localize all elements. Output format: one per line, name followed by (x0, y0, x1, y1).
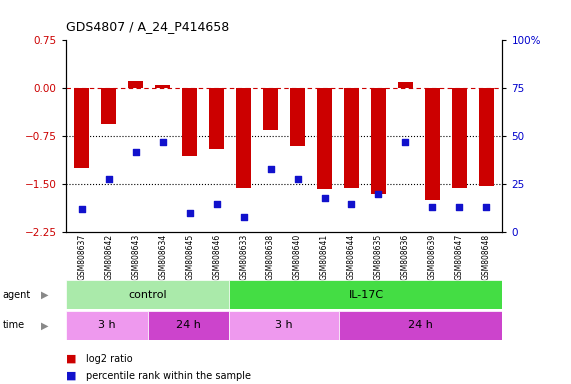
Point (131, 149, 140, 155)
Text: GSM808645: GSM808645 (185, 234, 194, 280)
Text: agent: agent (3, 290, 31, 300)
Text: GSM808647: GSM808647 (455, 234, 464, 280)
Bar (371, 88, 386, 194)
Bar (452, 88, 467, 187)
Bar (66, 280, 230, 309)
Point (239, 214, 248, 220)
Text: 24 h: 24 h (176, 320, 201, 331)
Bar (230, 280, 502, 309)
Bar (317, 88, 332, 189)
Bar (290, 88, 305, 146)
Bar (66, 311, 147, 340)
Bar (398, 82, 413, 88)
Text: GSM808644: GSM808644 (347, 234, 356, 280)
Text: GSM808641: GSM808641 (320, 234, 329, 280)
Bar (344, 88, 359, 187)
Bar (425, 88, 440, 200)
Point (293, 175, 302, 182)
Text: GSM808639: GSM808639 (428, 234, 437, 280)
Text: ▶: ▶ (41, 290, 49, 300)
Text: 3 h: 3 h (98, 320, 115, 331)
Point (374, 191, 383, 197)
Bar (209, 88, 224, 149)
Point (77, 206, 86, 212)
Text: GSM808634: GSM808634 (158, 234, 167, 280)
Bar (182, 88, 197, 156)
Point (320, 195, 329, 201)
Bar (155, 85, 170, 88)
Bar (102, 88, 116, 124)
Point (266, 166, 275, 172)
Text: GSM808637: GSM808637 (77, 234, 86, 280)
Point (212, 200, 221, 207)
Bar (230, 311, 339, 340)
Text: GSM808646: GSM808646 (212, 234, 221, 280)
Text: 3 h: 3 h (275, 320, 293, 331)
Bar (339, 311, 502, 340)
Text: GSM808643: GSM808643 (131, 234, 140, 280)
Text: GSM808633: GSM808633 (239, 234, 248, 280)
Point (455, 204, 464, 210)
Text: IL-17C: IL-17C (348, 290, 384, 300)
Bar (263, 88, 278, 130)
Text: log2 ratio: log2 ratio (86, 354, 132, 364)
Point (428, 204, 437, 210)
Bar (479, 88, 494, 186)
Bar (236, 88, 251, 187)
Text: percentile rank within the sample: percentile rank within the sample (86, 371, 251, 381)
Point (347, 200, 356, 207)
Point (158, 139, 167, 145)
Point (185, 210, 194, 216)
Bar (147, 311, 230, 340)
Text: GSM808638: GSM808638 (266, 234, 275, 280)
Text: GSM808640: GSM808640 (293, 234, 302, 280)
Text: control: control (128, 290, 167, 300)
Point (104, 175, 114, 182)
Text: GSM808636: GSM808636 (401, 234, 410, 280)
Text: ■: ■ (66, 354, 76, 364)
Text: ■: ■ (66, 371, 76, 381)
Text: GDS4807 / A_24_P414658: GDS4807 / A_24_P414658 (66, 20, 229, 33)
Text: 24 h: 24 h (408, 320, 433, 331)
Text: ▶: ▶ (41, 320, 49, 331)
Text: GSM808642: GSM808642 (104, 234, 113, 280)
Bar (128, 81, 143, 88)
Point (401, 139, 410, 145)
Text: GSM808648: GSM808648 (482, 234, 491, 280)
Text: time: time (3, 320, 25, 331)
Point (482, 204, 491, 210)
Bar (74, 88, 89, 168)
Text: GSM808635: GSM808635 (374, 234, 383, 280)
